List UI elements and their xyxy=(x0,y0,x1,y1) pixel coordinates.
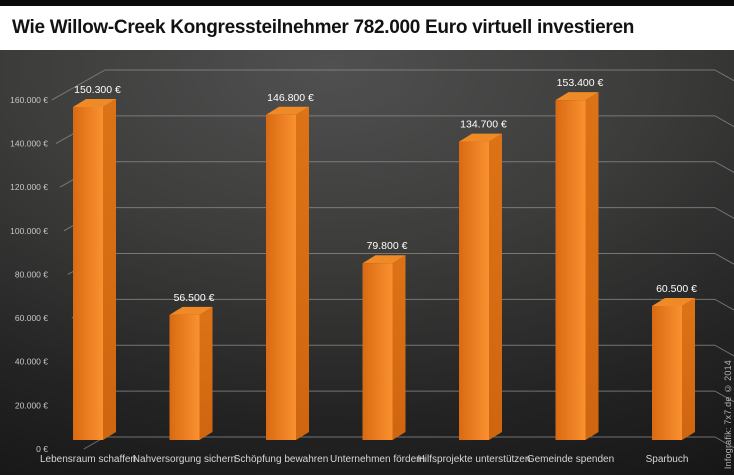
bar: 79.800 € Unternehmen fördern xyxy=(330,240,425,465)
bar-value-label: 153.400 € xyxy=(557,77,604,89)
bar-side-face xyxy=(489,133,502,440)
bar: 153.400 € Gemeinde spenden xyxy=(527,77,614,465)
bar-value-label: 146.800 € xyxy=(267,92,314,104)
bar-top-face xyxy=(169,306,213,315)
category-label: Lebensraum schaffen xyxy=(40,454,136,465)
gridline-right-tick xyxy=(714,390,734,403)
bar-front-face xyxy=(266,114,296,441)
category-label: Sparbuch xyxy=(646,454,689,465)
category-label: Gemeinde spenden xyxy=(527,454,614,465)
bar-front-face xyxy=(362,263,393,440)
bar-front-face xyxy=(459,141,489,440)
y-tick-label: 60.000 € xyxy=(15,313,48,323)
gridline-right-tick xyxy=(714,161,734,173)
y-tick-label: 100.000 € xyxy=(10,226,48,236)
bars: 150.300 € Lebensraum schaffen 56.500 € Nahv… xyxy=(40,77,697,465)
gridline-right-tick xyxy=(714,344,734,357)
bar-front-face xyxy=(169,314,200,440)
y-tick-label: 0 € xyxy=(36,444,48,454)
bar-side-face xyxy=(103,99,116,440)
bar-top-face xyxy=(73,99,116,107)
bar: 56.500 € Nahversorgung sichern xyxy=(133,292,236,465)
bar-top-face xyxy=(362,255,406,264)
chart-panel: 0 € 20.000 € 40.000 € 60.000 € 80.000 € 100.0… xyxy=(0,50,734,475)
bar-top-face xyxy=(652,297,695,306)
bar: 150.300 € Lebensraum schaffen xyxy=(40,84,136,465)
bar-value-label: 79.800 € xyxy=(367,240,408,252)
y-tick-label: 120.000 € xyxy=(10,182,48,192)
bar-value-label: 134.700 € xyxy=(460,119,507,131)
y-tick-label: 80.000 € xyxy=(15,269,48,279)
bar-value-label: 150.300 € xyxy=(74,84,121,96)
gridline-right-tick xyxy=(714,115,734,128)
bar-side-face xyxy=(682,297,695,440)
category-label: Unternehmen fördern xyxy=(330,454,425,465)
category-label: Nahversorgung sichern xyxy=(133,454,236,465)
y-tick-label: 40.000 € xyxy=(15,357,48,367)
y-tick-label: 160.000 € xyxy=(10,95,48,105)
bar-chart: 0 € 20.000 € 40.000 € 60.000 € 80.000 € 100.0… xyxy=(0,50,734,475)
chart-title: Wie Willow-Creek Kongressteilnehmer 782.… xyxy=(12,17,635,38)
bar-side-face xyxy=(199,306,213,440)
bar-top-face xyxy=(459,133,502,142)
y-tick-label: 140.000 € xyxy=(10,139,48,149)
top-border xyxy=(0,0,734,6)
title-bar: Wie Willow-Creek Kongressteilnehmer 782.… xyxy=(0,6,734,50)
bar-side-face xyxy=(585,92,599,440)
gridline-right-tick xyxy=(714,436,734,449)
bar: 60.500 € Sparbuch xyxy=(646,283,698,465)
category-label: Hilfsprojekte unterstützen xyxy=(418,454,531,465)
bar-value-label: 60.500 € xyxy=(656,283,697,295)
gridline-left-tick xyxy=(51,69,106,101)
y-tick-label: 20.000 € xyxy=(15,400,48,410)
bar-front-face xyxy=(555,100,586,440)
bar-top-face xyxy=(555,92,599,101)
gridline-right-tick xyxy=(714,253,734,265)
bar-front-face xyxy=(73,107,103,440)
gridline-right-tick xyxy=(714,207,734,219)
bar-side-face xyxy=(296,106,309,440)
bar-front-face xyxy=(652,305,682,440)
category-label: Schöpfung bewahren xyxy=(234,454,329,465)
bar: 146.800 € Schöpfung bewahren xyxy=(234,92,329,465)
bar-top-face xyxy=(266,106,309,115)
bar-side-face xyxy=(392,255,406,440)
gridline-right-tick xyxy=(714,298,734,311)
bar-value-label: 56.500 € xyxy=(174,292,215,304)
bar: 134.700 € Hilfsprojekte unterstützen xyxy=(418,119,531,465)
credit-text: Infografik: 7x7.de © 2014 xyxy=(723,359,733,469)
gridline-right-tick xyxy=(714,69,734,82)
